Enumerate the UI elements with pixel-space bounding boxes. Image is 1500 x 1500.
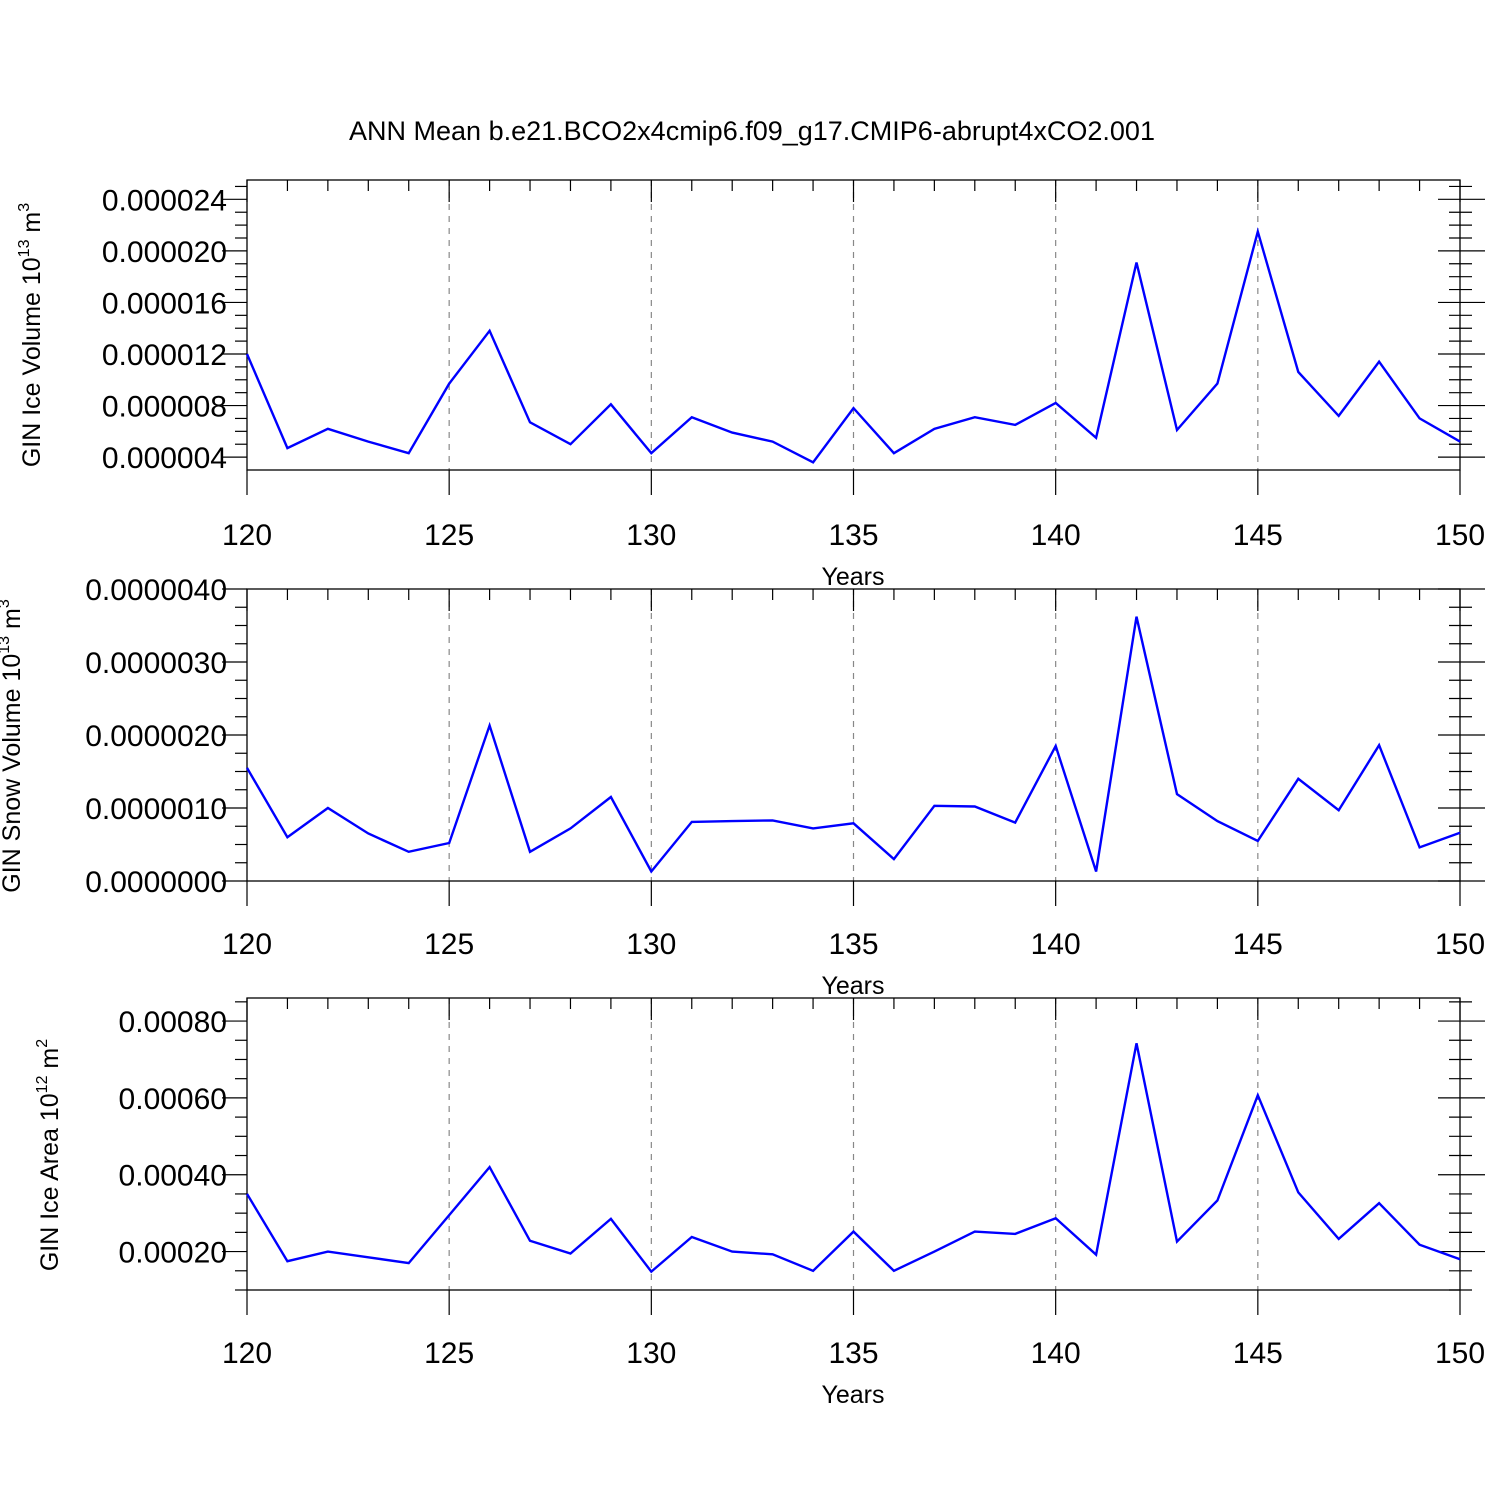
x-tick-label: 125	[424, 928, 474, 961]
x-tick-label: 140	[1031, 1337, 1081, 1370]
x-tick-label: 135	[828, 1337, 878, 1370]
x-tick-label: 150	[1435, 1337, 1485, 1370]
x-tick-label: 140	[1031, 519, 1081, 552]
panel-snow-volume: GIN Snow Volume 1013 m3 Years 120 125 130 1…	[0, 574, 1485, 1000]
y-tick-label: 0.000020	[102, 236, 227, 269]
x-tick-label: 120	[222, 519, 272, 552]
panel-ice-volume: GIN Ice Volume 1013 m3 Years 120 125 130 13…	[16, 179, 1485, 591]
x-tick-label: 150	[1435, 519, 1485, 552]
series-line-ice-area	[245, 1043, 1461, 1274]
xlabel-ice-area: Years	[821, 1381, 884, 1409]
xlabel-ice-volume: Years	[821, 563, 884, 591]
y-tick-label: 0.000024	[102, 184, 227, 217]
x-tick-label: 145	[1233, 519, 1283, 552]
figure-title: ANN Mean b.e21.BCO2x4cmip6.f09_g17.CMIP6…	[349, 116, 1155, 146]
y-tick-label: 0.00040	[119, 1160, 227, 1193]
x-tick-label: 135	[828, 519, 878, 552]
y-tick-label: 0.0000020	[85, 720, 227, 753]
x-tick-label: 130	[626, 928, 676, 961]
x-tick-label: 130	[626, 519, 676, 552]
series-line-ice-volume	[245, 227, 1461, 464]
x-tick-label: 150	[1435, 928, 1485, 961]
y-tick-label: 0.0000000	[85, 866, 227, 899]
x-tick-label: 125	[424, 519, 474, 552]
xlabel-snow-volume: Years	[821, 972, 884, 1000]
x-tick-label: 140	[1031, 928, 1081, 961]
ylabel-snow-volume: GIN Snow Volume 1013 m3	[0, 599, 26, 893]
x-tick-label: 145	[1233, 1337, 1283, 1370]
y-tick-label: 0.00020	[119, 1237, 227, 1270]
y-tick-label: 0.0000010	[85, 793, 227, 826]
x-tick-label: 125	[424, 1337, 474, 1370]
y-tick-label: 0.00080	[119, 1006, 227, 1039]
ylabel-ice-area: GIN Ice Area 1012 m2	[34, 1039, 64, 1271]
y-tick-label: 0.000004	[102, 442, 227, 475]
x-tick-label: 120	[222, 1337, 272, 1370]
x-tick-label: 120	[222, 928, 272, 961]
panel-ice-area: GIN Ice Area 1012 m2 Years 120 125 130 135 1…	[34, 997, 1485, 1409]
y-tick-label: 0.0000030	[85, 647, 227, 680]
y-tick-label: 0.000016	[102, 287, 227, 320]
x-tick-label: 145	[1233, 928, 1283, 961]
x-tick-label: 130	[626, 1337, 676, 1370]
x-tick-label: 135	[828, 928, 878, 961]
y-tick-label: 0.000008	[102, 391, 227, 424]
series-line-snow-volume	[245, 616, 1461, 874]
y-tick-label: 0.0000040	[85, 574, 227, 607]
y-tick-label: 0.00060	[119, 1083, 227, 1116]
ylabel-ice-volume: GIN Ice Volume 1013 m3	[16, 203, 46, 467]
y-tick-label: 0.000012	[102, 339, 227, 372]
